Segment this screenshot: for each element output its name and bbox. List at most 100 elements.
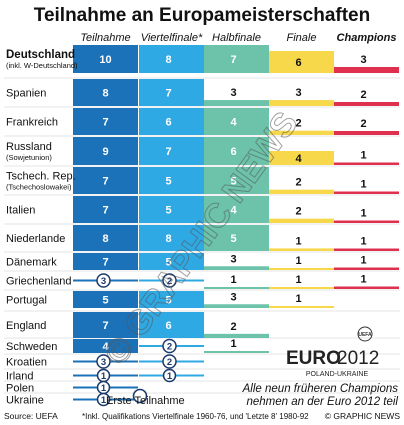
stage-bar [139,45,204,73]
stage-bar [73,137,138,165]
stage-bar [204,266,269,270]
stage-bar [334,131,399,135]
stage-bar [204,351,269,353]
value-label: 8 [165,233,171,245]
value-label: 3 [360,54,366,66]
stage-header: Teilnahme [80,32,130,44]
value-label: 1 [360,208,366,220]
stage-header: Viertelfinale* [141,32,203,44]
value-label: 4 [102,341,109,353]
stage-bar [334,102,399,106]
legend-first-marker [132,388,148,404]
stage-bar [139,137,204,165]
stage-bar [204,100,269,106]
value-label: 4 [230,205,237,217]
stage-bar [269,151,334,165]
stage-bar [269,268,334,270]
team-label: Russland [6,141,52,153]
team-label: Deutschland [6,49,75,61]
value-label: 7 [102,176,108,188]
stage-bar [204,225,269,251]
value-label: 6 [230,146,236,158]
value-label: 4 [295,153,302,165]
stage-bar [269,248,334,251]
stage-bar [334,286,399,289]
stage-bar [204,287,269,289]
value-label: 7 [102,320,108,332]
value-label: 1 [101,371,107,382]
stage-bar [73,253,138,270]
value-label: 7 [102,205,108,217]
team-sublabel: (inkl. W-Deutschland) [6,61,78,70]
team-label: Kroatien [6,357,47,369]
value-label: 1 [360,255,366,267]
legend-first-label: Erste Teilnahme [106,395,185,407]
value-label: 2 [167,357,172,368]
value-label: 5 [165,176,171,188]
value-label: 7 [102,117,108,129]
value-marker [162,354,177,369]
value-label: 2 [167,342,172,353]
value-label: 2 [167,276,172,287]
value-label: 2 [230,321,236,333]
team-label: Griechenland [6,276,71,288]
value-marker [162,273,177,288]
value-label: 8 [102,88,108,100]
value-label: 1 [230,338,236,350]
value-label: 3 [230,253,236,265]
value-label: 7 [230,54,236,66]
stage-bar [139,108,204,135]
value-label: 3 [101,276,106,287]
team-label: Frankreich [6,117,58,129]
stage-bar [269,218,334,223]
stage-bar [73,291,138,308]
stage-bar [73,196,138,223]
value-label: 7 [165,88,171,100]
team-label: Schweden [6,341,57,353]
stage-bar [204,167,269,194]
team-sublabel: (Sowjetunion) [6,153,52,162]
value-label: 1 [230,274,236,286]
value-label: 6 [165,117,171,129]
stage-bar [334,162,399,165]
value-label: 5 [230,176,236,188]
value-label: 2 [360,89,366,101]
value-label: 1 [295,235,301,247]
value-label: 1 [360,150,366,162]
value-label: 1 [101,395,107,406]
value-label: 1 [295,274,301,286]
euro-2012-logo: UEFA EURO 2012 POLAND-UKRAINE [286,326,379,378]
first-participation-marker [96,392,111,407]
stage-bar [139,312,204,338]
stage-bar [204,108,269,135]
stage-header: Finale [287,32,317,44]
stage-bar [139,225,204,251]
stage-bar [334,191,399,194]
value-label: 1 [101,383,107,394]
value-label: 5 [102,295,108,307]
stage-bar [269,189,334,194]
legend: Erste Teilnahme [106,388,185,407]
team-label: England [6,320,46,332]
value-label: 3 [230,291,236,303]
value-label: 2 [295,177,301,189]
stage-bar [139,167,204,194]
team-label: Ukraine [6,395,44,407]
stage-bar [269,51,334,73]
value-label: 10 [99,54,111,66]
team-label: Portugal [6,295,47,307]
value-label: 5 [165,295,171,307]
value-label: 6 [165,320,171,332]
stage-bar [269,306,334,308]
value-label: 5 [230,233,236,245]
team-label: Niederlande [6,233,65,245]
stage-bar [334,248,399,251]
value-label: 2 [295,118,301,130]
value-label: 1 [167,371,173,382]
champions-note-line2: nehmen an der Euro 2012 teil [246,396,398,408]
value-label: 2 [360,118,366,130]
value-label: 6 [295,57,301,69]
stage-bar [139,79,204,106]
value-label: 5 [165,205,171,217]
